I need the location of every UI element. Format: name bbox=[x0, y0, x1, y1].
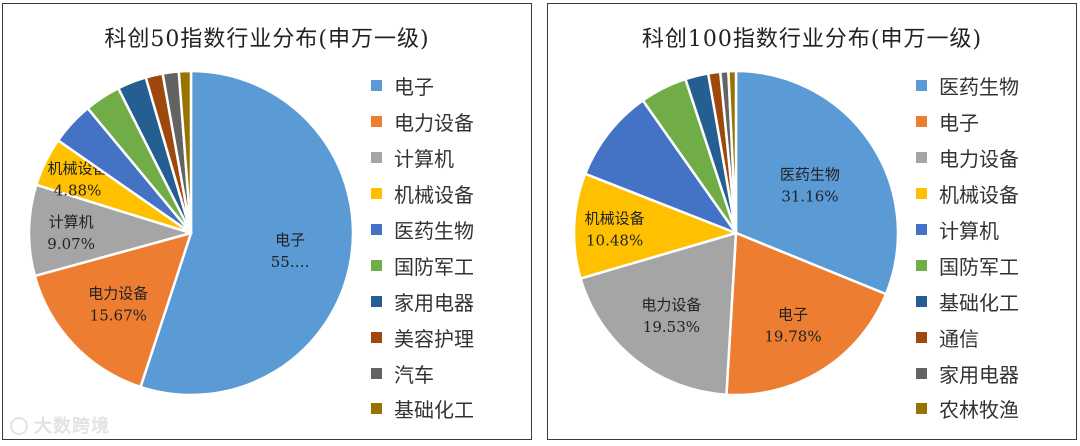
legend-label: 汽车 bbox=[394, 362, 434, 387]
legend-swatch bbox=[371, 403, 382, 415]
slice-value-label: 9.07% bbox=[47, 235, 95, 253]
legend: 医药生物电子电力设备机械设备计算机国防军工基础化工通信家用电器农林牧渔 bbox=[916, 68, 1019, 427]
legend-label: 计算机 bbox=[939, 219, 999, 243]
legend-item: 计算机 bbox=[371, 140, 474, 176]
legend-item: 机械设备 bbox=[371, 176, 474, 212]
legend-swatch bbox=[916, 403, 927, 415]
legend-item: 电力设备 bbox=[916, 140, 1019, 176]
legend-swatch bbox=[371, 367, 382, 379]
legend-item: 国防军工 bbox=[371, 247, 474, 283]
slice-value-label: 31.16% bbox=[781, 187, 838, 205]
slice-value-label: 10.48% bbox=[586, 232, 643, 250]
legend-item: 基础化工 bbox=[371, 391, 474, 427]
legend-label: 基础化工 bbox=[394, 398, 474, 423]
legend-item: 医药生物 bbox=[916, 68, 1019, 104]
legend-item: 汽车 bbox=[371, 355, 474, 391]
legend-label: 电子 bbox=[394, 75, 434, 100]
slice-label: 计算机 bbox=[49, 213, 94, 231]
legend-label: 电力设备 bbox=[939, 147, 1019, 172]
slice-value-label: 4.88% bbox=[54, 181, 102, 199]
legend-swatch bbox=[371, 295, 382, 307]
legend-swatch bbox=[371, 224, 382, 235]
legend-swatch bbox=[916, 295, 927, 307]
legend-label: 机械设备 bbox=[939, 183, 1019, 208]
legend-swatch bbox=[916, 331, 927, 343]
pie-chart: 医药生物 31.16% 电子 19.78% 电力设备 19.53% 机械设备 10.48% bbox=[572, 69, 900, 397]
slice-label: 电子 bbox=[778, 305, 808, 323]
legend-label: 通信 bbox=[939, 326, 979, 351]
pie-slice-10 bbox=[727, 69, 738, 235]
legend-swatch bbox=[916, 367, 927, 379]
legend-label: 电子 bbox=[939, 111, 979, 136]
legend-item: 美容护理 bbox=[371, 319, 474, 355]
pie-slice-10 bbox=[177, 69, 193, 235]
legend-item: 农林牧渔 bbox=[916, 391, 1019, 427]
legend-swatch bbox=[371, 331, 382, 343]
pie-slice-3 bbox=[27, 183, 193, 278]
legend-item: 基础化工 bbox=[916, 283, 1019, 319]
legend-item: 电子 bbox=[371, 68, 474, 104]
legend-label: 电力设备 bbox=[394, 111, 474, 136]
legend-label: 医药生物 bbox=[939, 75, 1019, 100]
legend-swatch bbox=[371, 116, 382, 128]
legend-item: 家用电器 bbox=[916, 355, 1019, 391]
pie-slice-4 bbox=[572, 172, 738, 280]
legend-swatch bbox=[916, 259, 927, 271]
legend-label: 家用电器 bbox=[939, 362, 1019, 387]
legend-label: 基础化工 bbox=[939, 290, 1019, 315]
legend-swatch bbox=[916, 152, 927, 164]
legend-item: 机械设备 bbox=[916, 176, 1019, 212]
slice-value-label: 19.53% bbox=[643, 318, 700, 336]
slice-label: 机械设备 bbox=[585, 210, 645, 228]
watermark-text: 大数跨境 bbox=[34, 416, 110, 437]
legend-swatch bbox=[371, 259, 382, 271]
legend-label: 国防军工 bbox=[394, 254, 474, 279]
watermark-logo-icon bbox=[10, 417, 28, 435]
legend-swatch bbox=[916, 224, 927, 235]
legend-label: 国防军工 bbox=[939, 254, 1019, 279]
pie-slice-3 bbox=[579, 231, 738, 396]
legend: 电子电力设备计算机机械设备医药生物国防军工家用电器美容护理汽车基础化工 bbox=[371, 68, 474, 427]
legend-item: 国防军工 bbox=[916, 247, 1019, 283]
legend-label: 医药生物 bbox=[394, 219, 474, 243]
pie-slice-2 bbox=[33, 231, 193, 389]
slice-value-label: 19.78% bbox=[764, 327, 821, 345]
legend-swatch bbox=[916, 188, 927, 200]
slice-value-label: 15.67% bbox=[90, 306, 147, 324]
chart-panel-kechuang100: 科创100指数行业分布(申万一级) 医药生物 31.16% 电子 19.78% 电力设备… bbox=[547, 3, 1077, 440]
legend-swatch bbox=[371, 152, 382, 164]
slice-label: 医药生物 bbox=[780, 165, 840, 183]
legend-swatch bbox=[371, 80, 382, 92]
watermark: 大数跨境 bbox=[10, 412, 110, 438]
legend-label: 美容护理 bbox=[394, 326, 474, 351]
legend-item: 医药生物 bbox=[371, 212, 474, 248]
legend-swatch bbox=[916, 80, 927, 92]
chart-title: 科创100指数行业分布(申万一级) bbox=[641, 27, 983, 52]
legend-label: 机械设备 bbox=[394, 183, 474, 208]
pie-slice-1 bbox=[734, 69, 900, 296]
legend-swatch bbox=[916, 116, 927, 128]
legend-item: 电力设备 bbox=[371, 104, 474, 140]
legend-label: 家用电器 bbox=[394, 290, 474, 315]
legend-label: 农林牧渔 bbox=[939, 398, 1019, 423]
legend-item: 家用电器 bbox=[371, 283, 474, 319]
pie-slice-1 bbox=[139, 69, 355, 397]
legend-item: 通信 bbox=[916, 319, 1019, 355]
slice-value-label: 55.… bbox=[271, 253, 310, 271]
pie-slice-2 bbox=[725, 231, 888, 397]
chart-title: 科创50指数行业分布(申万一级) bbox=[104, 27, 430, 52]
chart-panel-kechuang50: 科创50指数行业分布(申万一级) 电子 55.… 电力设备 15.67% 计算机 9.07… bbox=[2, 3, 532, 440]
legend-label: 计算机 bbox=[394, 147, 454, 172]
slice-label: 电力设备 bbox=[88, 284, 148, 302]
slice-label: 电子 bbox=[275, 231, 305, 249]
pie-slice-5 bbox=[583, 99, 738, 235]
legend-item: 计算机 bbox=[916, 212, 1019, 248]
legend-swatch bbox=[371, 188, 382, 200]
legend-item: 电子 bbox=[916, 104, 1019, 140]
slice-label: 电力设备 bbox=[641, 296, 701, 314]
